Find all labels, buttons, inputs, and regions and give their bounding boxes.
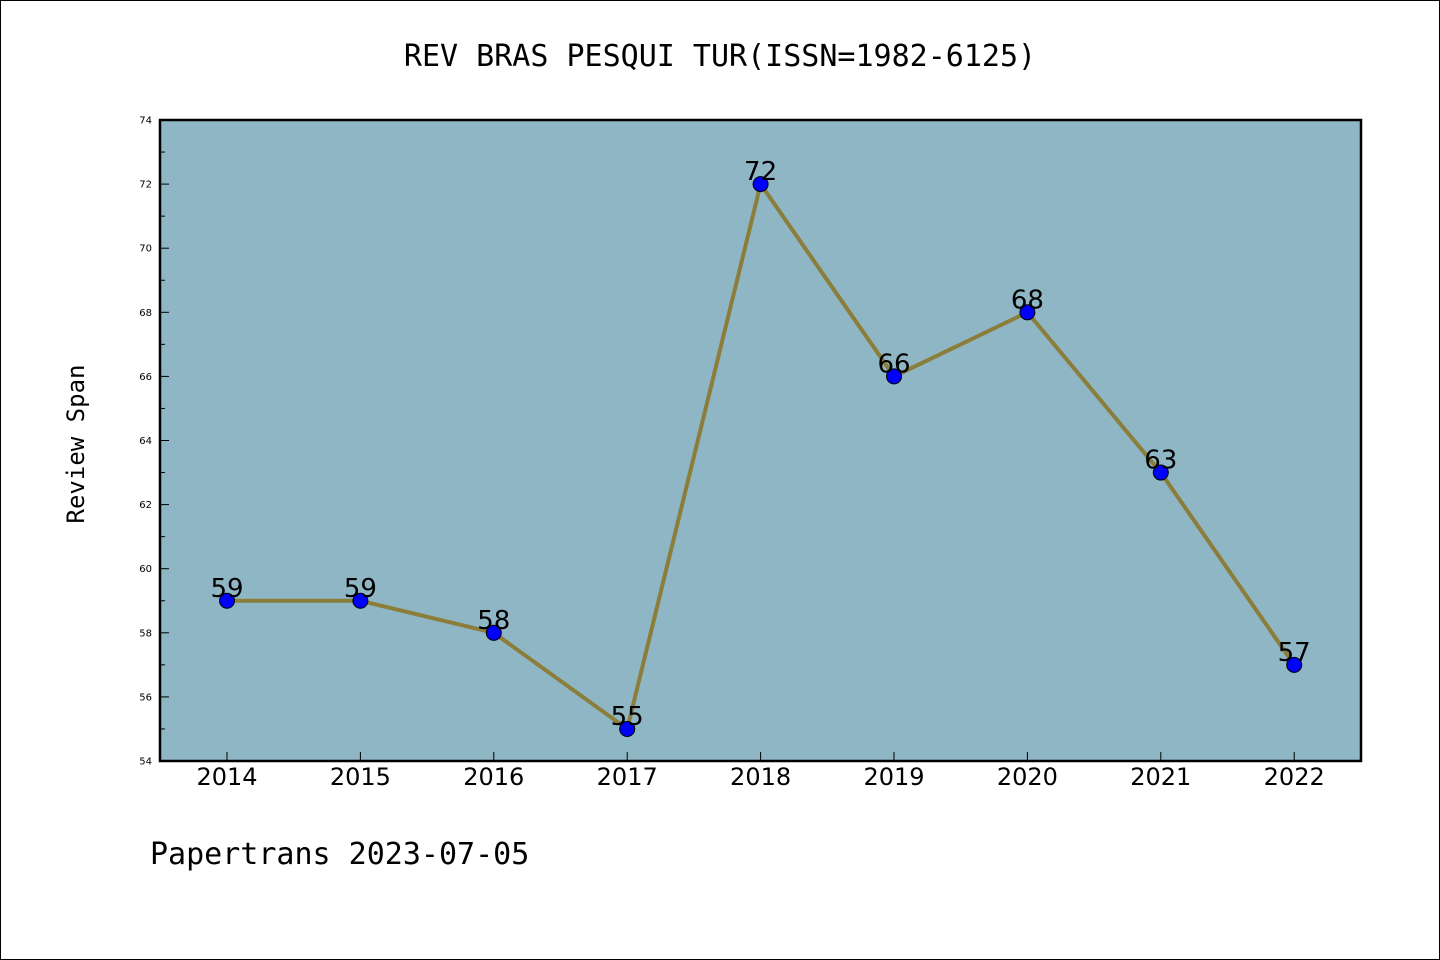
y-tick-label: 72 <box>139 180 152 191</box>
data-point <box>485 624 502 641</box>
data-label: 66 <box>877 349 910 379</box>
data-label: 55 <box>611 702 644 732</box>
x-tick-label: 2014 <box>196 763 257 791</box>
y-tick-label: 58 <box>139 628 152 639</box>
data-label: 57 <box>1278 638 1311 668</box>
data-point <box>352 592 369 609</box>
x-tick-label: 2017 <box>597 763 658 791</box>
y-tick-label: 70 <box>139 244 152 255</box>
data-point <box>219 592 235 609</box>
x-tick-label: 2019 <box>863 763 924 791</box>
y-tick-label: 60 <box>139 564 152 575</box>
x-tick-label: 2020 <box>997 763 1058 791</box>
footer-credit: Papertrans 2023-07-05 <box>150 837 529 872</box>
x-tick-label: 2018 <box>730 763 791 791</box>
x-tick-label: 2016 <box>463 763 524 791</box>
data-label: 58 <box>477 606 510 636</box>
y-tick-label: 66 <box>139 372 152 383</box>
y-tick-label: 64 <box>139 436 152 447</box>
y-tick-label: 74 <box>139 116 152 127</box>
y-tick-label: 68 <box>139 308 152 319</box>
data-label: 59 <box>344 574 377 604</box>
data-point <box>619 720 636 737</box>
data-label: 72 <box>744 157 777 187</box>
series-group: 59 59 58 55 72 66 68 63 57 <box>210 157 1311 737</box>
data-point <box>886 368 902 385</box>
y-axis: 54 56 58 60 62 64 66 68 70 72 74 <box>139 116 169 768</box>
y-tick-label: 62 <box>139 500 152 511</box>
plot-area <box>158 118 1363 763</box>
data-point <box>752 176 769 193</box>
data-point <box>1152 464 1169 481</box>
y-tick-label: 56 <box>139 692 152 703</box>
data-point <box>1286 656 1303 673</box>
y-axis-label: Review Span <box>62 365 90 524</box>
data-label: 68 <box>1011 285 1044 315</box>
x-tick-label: 2022 <box>1264 763 1325 791</box>
data-label: 63 <box>1144 446 1177 476</box>
x-tick-label: 2021 <box>1130 763 1191 791</box>
x-tick-label: 2015 <box>330 763 391 791</box>
data-label: 59 <box>210 574 243 604</box>
y-tick-label: 54 <box>139 757 152 768</box>
x-axis: 2014 2015 2016 2017 2018 2019 2020 2021 2022 <box>196 752 1325 791</box>
chart-title: REV BRAS PESQUI TUR(ISSN=1982-6125) <box>404 39 1036 74</box>
data-point <box>1019 304 1036 321</box>
